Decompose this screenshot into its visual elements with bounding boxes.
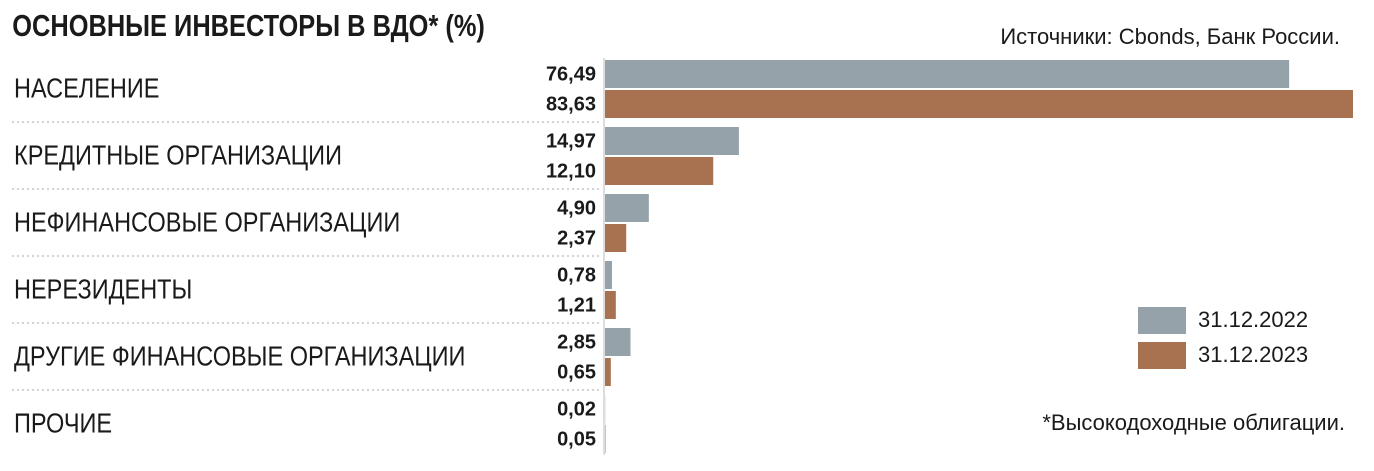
- source: Источники: Cbonds, Банк России.: [1000, 24, 1340, 49]
- value-label: 0,05: [557, 428, 596, 450]
- bar: [605, 261, 612, 289]
- value-label: 2,37: [557, 227, 596, 249]
- value-label: 14,97: [546, 130, 596, 152]
- legend-swatch: [1138, 342, 1186, 369]
- category-labels: НАСЕЛЕНИЕ КРЕДИТНЫЕ ОРГАНИЗАЦИИ НЕФИНАНСОВ…: [14, 74, 465, 439]
- value-label: 4,90: [557, 197, 596, 219]
- category-label: НАСЕЛЕНИЕ: [14, 74, 159, 104]
- bar: [605, 127, 739, 155]
- value-label: 2,85: [557, 331, 596, 353]
- bar: [605, 194, 649, 222]
- category-label: КРЕДИТНЫЕ ОРГАНИЗАЦИИ: [14, 141, 342, 171]
- bar: [605, 291, 616, 319]
- category-label: НЕРЕЗИДЕНТЫ: [14, 275, 192, 305]
- title-group: ОСНОВНЫЕ ИНВЕСТОРЫ В ВДО* (%): [12, 9, 485, 44]
- bar: [605, 224, 627, 252]
- category-label: НЕФИНАНСОВЫЕ ОРГАНИЗАЦИИ: [14, 208, 400, 238]
- value-label: 0,78: [557, 264, 596, 286]
- bar: [605, 358, 611, 386]
- value-label: 1,21: [557, 294, 596, 316]
- value-label: 12,10: [546, 160, 596, 182]
- legend-label: 31.12.2023: [1198, 342, 1308, 367]
- category-label: ПРОЧИЕ: [14, 409, 112, 439]
- bar: [605, 328, 631, 356]
- value-label: 0,65: [557, 361, 596, 383]
- value-label: 76,49: [546, 63, 596, 85]
- legend-label: 31.12.2022: [1198, 307, 1308, 332]
- value-label: 83,63: [546, 93, 596, 115]
- value-label: 0,02: [557, 398, 596, 420]
- chart-title: ОСНОВНЫЕ ИНВЕСТОРЫ В ВДО* (%): [12, 9, 485, 44]
- category-label: ДРУГИЕ ФИНАНСОВЫЕ ОРГАНИЗАЦИИ: [14, 342, 465, 372]
- legend-swatch: [1138, 307, 1186, 334]
- footnote: *Высокодоходные облигации.: [1042, 410, 1345, 435]
- bar: [605, 60, 1290, 88]
- bar: [605, 157, 714, 185]
- bar: [605, 90, 1353, 118]
